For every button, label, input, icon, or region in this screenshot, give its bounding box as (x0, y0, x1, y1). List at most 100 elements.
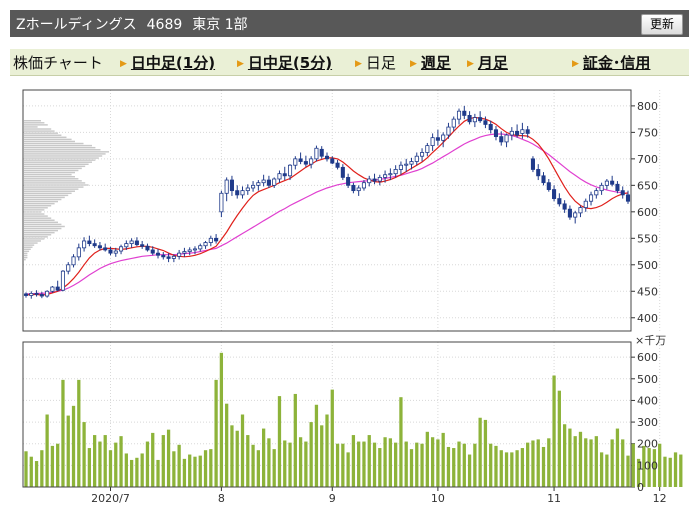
arrow-right-icon: ▶ (467, 59, 474, 69)
candle-down (324, 155, 330, 160)
candle-down (562, 203, 567, 210)
candle-up (588, 194, 594, 202)
volume-bar (457, 441, 461, 487)
volume-profile-bar (24, 250, 30, 253)
tab-label: 月足 (477, 54, 508, 72)
volume-profile-bar (24, 244, 35, 246)
candle-up (177, 252, 182, 257)
volume-profile-bar (24, 223, 62, 226)
volume-bar (108, 450, 113, 487)
candle-up (520, 129, 525, 134)
candle-up (251, 184, 256, 189)
market-label: 東京 1部 (192, 17, 248, 33)
tab-monthly[interactable]: ▶ 月足 (467, 52, 508, 73)
candle-up (599, 184, 604, 192)
candle-down (229, 179, 234, 192)
candle-up (240, 190, 245, 196)
volume-bar (277, 396, 282, 487)
volume-bar (177, 444, 181, 487)
volume-profile-bar (24, 190, 75, 192)
volume-bar (209, 449, 213, 487)
arrow-right-icon: ▶ (355, 59, 362, 69)
candle-up (414, 155, 419, 162)
chart-tabs-bar: 株価チャート ▶ 日中足(1分) ▶ 日中足(5分) ▶ 日足 ▶ 週足 ▶ 月足 ▶ 証金… (10, 49, 689, 76)
candle-down (351, 184, 356, 192)
candle-down (161, 254, 166, 258)
volume-profile-bar (24, 140, 75, 143)
volume-bar (504, 452, 509, 487)
candle-down (435, 137, 440, 141)
volume-bar (335, 443, 340, 487)
volume-bar (526, 442, 530, 487)
candle-up (71, 256, 76, 266)
candle-up (261, 179, 266, 184)
volume-bar (309, 422, 313, 487)
volume-bar (515, 450, 519, 487)
volume-bar (420, 443, 424, 487)
volume-bar (240, 414, 245, 487)
volume-bar (124, 453, 128, 487)
volume-tick-label: 100 (637, 459, 658, 472)
candle-up (578, 207, 583, 214)
volume-bar (409, 449, 414, 487)
candle-down (536, 169, 541, 177)
candle-down (557, 198, 562, 205)
tab-intraday-1min[interactable]: ▶ 日中足(1分) (120, 52, 215, 73)
volume-bar (219, 352, 224, 487)
volume-bar (541, 446, 546, 487)
volume-bar (151, 432, 155, 487)
volume-profile-bar (24, 205, 52, 207)
ma-long-line (26, 133, 629, 295)
volume-panel-border (22, 341, 632, 488)
candle-up (119, 246, 124, 252)
tab-margin-credit[interactable]: ▶ 証金･信用 (572, 52, 650, 73)
price-tick-label: 750 (637, 126, 658, 139)
volume-profile-bar (24, 194, 69, 197)
volume-profile-bar (24, 180, 82, 182)
candle-up (398, 164, 403, 170)
tab-daily[interactable]: ▶ 日足 (355, 52, 396, 73)
volume-bar (557, 390, 561, 487)
refresh-button[interactable]: 更新 (641, 14, 683, 35)
volume-profile-bar (24, 120, 41, 122)
volume-profile-bar (24, 215, 48, 217)
volume-profile-bar (24, 126, 38, 128)
candle-down (493, 129, 499, 138)
candle-up (573, 212, 578, 218)
moving-averages (25, 116, 629, 296)
arrow-right-icon: ▶ (410, 59, 417, 69)
volume-bar (235, 430, 239, 487)
volume-bar (29, 456, 33, 487)
date-tick-label: 10 (431, 492, 445, 505)
volume-profile-bar (24, 124, 48, 126)
volume-bar (642, 445, 646, 487)
volume-bar (283, 440, 287, 487)
price-tick-label: 600 (637, 206, 658, 219)
volume-bar (599, 452, 604, 487)
candle-up (356, 187, 361, 192)
candle-up (314, 147, 319, 160)
volume-profile-bar (24, 240, 41, 242)
price-tick-label: 550 (637, 232, 658, 245)
tab-weekly[interactable]: ▶ 週足 (410, 52, 451, 73)
candle-down (103, 247, 108, 251)
candle-down (39, 294, 44, 297)
volume-bar (473, 443, 477, 487)
tab-label: 週足 (420, 54, 451, 72)
volume-bar (198, 455, 202, 487)
volume-profile-bar (24, 225, 65, 228)
candle-down (235, 190, 240, 196)
volume-bar (225, 403, 229, 487)
candle-up (404, 163, 409, 166)
volume-bar (298, 437, 303, 487)
volume-profile-bar (24, 169, 79, 172)
company-name: Zホールディングス (16, 17, 137, 33)
volume-profile-bar (24, 188, 79, 190)
tab-intraday-5min[interactable]: ▶ 日中足(5分) (237, 52, 332, 73)
volume-profile-bar (24, 200, 58, 203)
volume-bar (568, 428, 572, 487)
arrow-right-icon: ▶ (120, 59, 127, 69)
volume-bar (399, 397, 403, 487)
candle-down (530, 158, 535, 170)
